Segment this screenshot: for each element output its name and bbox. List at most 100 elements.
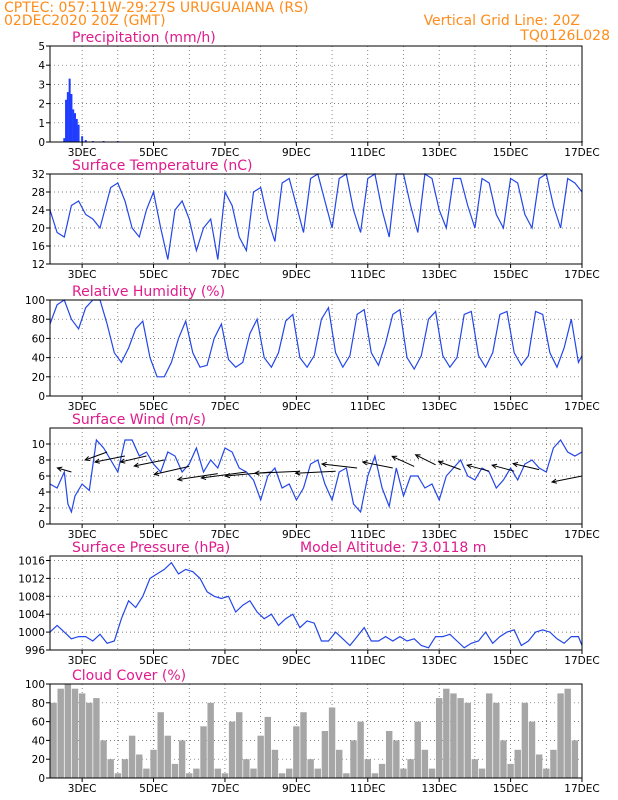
bar bbox=[371, 773, 379, 778]
wind-arrow-head bbox=[93, 458, 100, 464]
y-tick-label: 12 bbox=[32, 259, 45, 271]
y-tick-label: 0 bbox=[38, 519, 45, 531]
x-tick-label: 15DEC bbox=[493, 269, 528, 281]
x-tick-label: 15DEC bbox=[493, 401, 528, 413]
bar bbox=[243, 759, 250, 778]
wind-arrow bbox=[438, 461, 461, 471]
bar bbox=[464, 702, 471, 778]
bar bbox=[150, 749, 157, 778]
wind-arrow-head bbox=[391, 455, 398, 461]
wind-arrow-head bbox=[361, 460, 368, 466]
wind-arrow bbox=[415, 454, 436, 466]
plot-frame bbox=[49, 555, 583, 651]
x-tick-label: 15DEC bbox=[493, 783, 528, 795]
y-tick-label: 80 bbox=[32, 314, 45, 326]
y-tick-label: 1 bbox=[38, 118, 45, 130]
panel-2: Surface Temperature (nC) 12 16 20 24 28 32 3DEC… bbox=[32, 158, 600, 281]
x-tick-label: 13DEC bbox=[421, 147, 456, 159]
bar bbox=[421, 749, 429, 778]
x-tick-label: 7DEC bbox=[211, 655, 240, 667]
x-tick-label: 5DEC bbox=[139, 269, 168, 281]
x-tick-label: 13DEC bbox=[421, 529, 456, 541]
y-tick-label: 20 bbox=[32, 754, 45, 766]
x-tick-label: 17DEC bbox=[564, 401, 599, 413]
x-tick-label: 13DEC bbox=[421, 401, 456, 413]
panel-title: Precipitation (mm/h) bbox=[72, 30, 216, 46]
x-tick-label: 17DEC bbox=[564, 529, 599, 541]
wind-arrow-head bbox=[153, 470, 160, 477]
bar bbox=[72, 109, 75, 142]
y-tick-label: 40 bbox=[32, 353, 45, 365]
bar bbox=[357, 721, 364, 778]
bar bbox=[128, 735, 136, 778]
wind-arrow-head bbox=[224, 473, 231, 479]
x-tick-label: 9DEC bbox=[282, 783, 311, 795]
bar bbox=[321, 731, 329, 778]
bar bbox=[543, 768, 550, 778]
x-tick-label: 7DEC bbox=[211, 269, 240, 281]
x-tick-label: 7DEC bbox=[211, 147, 240, 159]
x-tick-label: 7DEC bbox=[211, 783, 240, 795]
y-tick-label: 1008 bbox=[18, 591, 45, 603]
bar bbox=[493, 702, 500, 778]
series-line bbox=[49, 299, 583, 378]
y-tick-label: 20 bbox=[32, 223, 45, 235]
y-tick-label: 996 bbox=[25, 645, 45, 657]
x-tick-label: 15DEC bbox=[493, 655, 528, 667]
wind-arrow-head bbox=[550, 478, 557, 484]
bar bbox=[221, 773, 229, 778]
bar bbox=[114, 773, 122, 778]
bar bbox=[50, 702, 57, 778]
wind-arrow bbox=[177, 473, 218, 481]
x-tick-label: 9DEC bbox=[282, 401, 311, 413]
bar bbox=[385, 731, 393, 778]
wind-arrow-head bbox=[294, 470, 301, 476]
bar bbox=[521, 702, 529, 778]
series-line bbox=[49, 438, 583, 514]
bar bbox=[193, 768, 200, 778]
x-tick-label: 15DEC bbox=[493, 529, 528, 541]
wind-arrow bbox=[120, 455, 147, 463]
bar bbox=[350, 740, 357, 778]
bar bbox=[335, 749, 343, 778]
wind-arrow bbox=[134, 459, 165, 467]
wind-arrow-head bbox=[437, 460, 444, 466]
wind-arrow-head bbox=[253, 470, 260, 476]
x-tick-label: 5DEC bbox=[139, 147, 168, 159]
bar bbox=[186, 773, 193, 778]
header-model-code: TQ0126L028 bbox=[519, 28, 610, 44]
y-tick-label: 40 bbox=[32, 735, 45, 747]
wind-vectors bbox=[56, 451, 583, 484]
x-tick-label: 17DEC bbox=[564, 269, 599, 281]
wind-arrow-head bbox=[133, 462, 140, 468]
panel-title: Surface Wind (m/s) bbox=[72, 412, 206, 428]
y-tick-label: 0 bbox=[38, 137, 45, 149]
bar bbox=[328, 707, 336, 778]
bar bbox=[250, 768, 257, 778]
wind-arrow-head bbox=[176, 476, 183, 482]
bar bbox=[73, 113, 76, 142]
wind-arrow bbox=[84, 451, 108, 461]
y-tick-label: 60 bbox=[32, 333, 45, 345]
bar bbox=[228, 721, 236, 778]
bar bbox=[278, 773, 286, 778]
y-tick-label: 6 bbox=[38, 471, 45, 483]
x-tick-label: 9DEC bbox=[282, 269, 311, 281]
y-tick-label: 32 bbox=[32, 169, 45, 181]
x-tick-label: 15DEC bbox=[493, 147, 528, 159]
y-tick-label: 0 bbox=[38, 391, 45, 403]
bar bbox=[528, 721, 536, 778]
header-grid-line: Vertical Grid Line: 20Z bbox=[424, 13, 580, 29]
y-tick-label: 100 bbox=[25, 679, 45, 691]
wind-arrow-head bbox=[119, 458, 126, 464]
x-tick-label: 3DEC bbox=[68, 655, 97, 667]
y-tick-label: 100 bbox=[25, 295, 45, 307]
y-tick-label: 80 bbox=[32, 698, 45, 710]
x-tick-label: 17DEC bbox=[564, 147, 599, 159]
y-tick-label: 0 bbox=[38, 773, 45, 785]
x-tick-label: 11DEC bbox=[350, 269, 385, 281]
bar bbox=[414, 721, 421, 778]
bar bbox=[514, 749, 521, 778]
wind-arrow bbox=[362, 461, 393, 469]
panel-6: Cloud Cover (%) 0 20 40 60 80 100 3DEC 5DEC 7DEC 9… bbox=[25, 668, 600, 795]
